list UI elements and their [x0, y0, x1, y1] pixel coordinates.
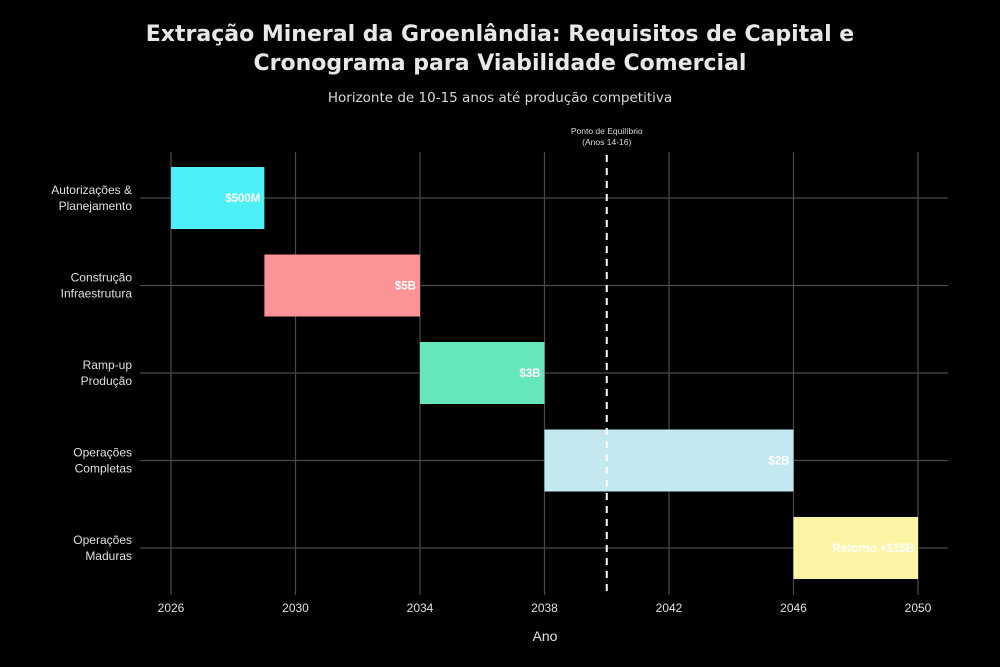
bar-value-label: $500M [225, 193, 260, 205]
y-axis-category-label: Ramp-up [83, 358, 133, 372]
chart-title-line-2: Cronograma para Viabilidade Comercial [253, 51, 747, 76]
x-axis-ticks: 2026 2030 2034 2038 2042 2046 2050 [158, 601, 932, 615]
x-tick-label: 2046 [780, 601, 807, 615]
gantt-bar [264, 254, 420, 317]
break-even-annotation: (Anos 14-16) [582, 137, 631, 147]
y-axis-category-label: Autorizações & [51, 183, 132, 197]
gantt-bar [544, 429, 794, 492]
y-axis-category-label: Infraestrutura [61, 287, 133, 301]
x-tick-label: 2050 [905, 601, 932, 615]
x-tick-label: 2030 [282, 601, 309, 615]
y-axis-category-label: Operações [73, 533, 132, 547]
y-axis-labels: Autorizações & Planejamento Construção Infr… [51, 183, 132, 563]
x-axis-label: Ano [533, 628, 558, 644]
bar-value-label: $5B [395, 281, 416, 293]
chart-title-line-1: Extração Mineral da Groenlândia: Requisi… [145, 22, 855, 47]
y-axis-category-label: Construção [71, 271, 133, 285]
chart-subtitle: Horizonte de 10-15 anos até produção com… [327, 90, 673, 106]
break-even-annotation: Ponto de Equilíbrio [571, 126, 643, 136]
gantt-bar [171, 167, 265, 229]
gantt-bar [420, 342, 545, 404]
bar-value-label: $3B [519, 368, 540, 380]
y-axis-category-label: Planejamento [59, 199, 133, 213]
gantt-bar [793, 517, 918, 579]
x-tick-label: 2026 [158, 601, 185, 615]
x-tick-label: 2034 [407, 601, 434, 615]
chart-title: Extração Mineral da Groenlândia: Requisi… [0, 20, 1000, 78]
bar-value-label: Retorno +$15B [833, 543, 914, 555]
reference-line-group: Ponto de Equilíbrio(Anos 14-16) [571, 126, 643, 595]
y-axis-category-label: Maduras [85, 549, 132, 563]
bar-value-label: $2B [768, 456, 789, 468]
y-axis-category-label: Operações [73, 446, 132, 460]
x-tick-label: 2042 [656, 601, 683, 615]
y-axis-category-label: Produção [81, 374, 133, 388]
y-axis-category-label: Completas [75, 462, 132, 476]
bars: $500M $5B $3B $2B Retorno +$15B [171, 167, 918, 579]
x-tick-label: 2038 [531, 601, 558, 615]
